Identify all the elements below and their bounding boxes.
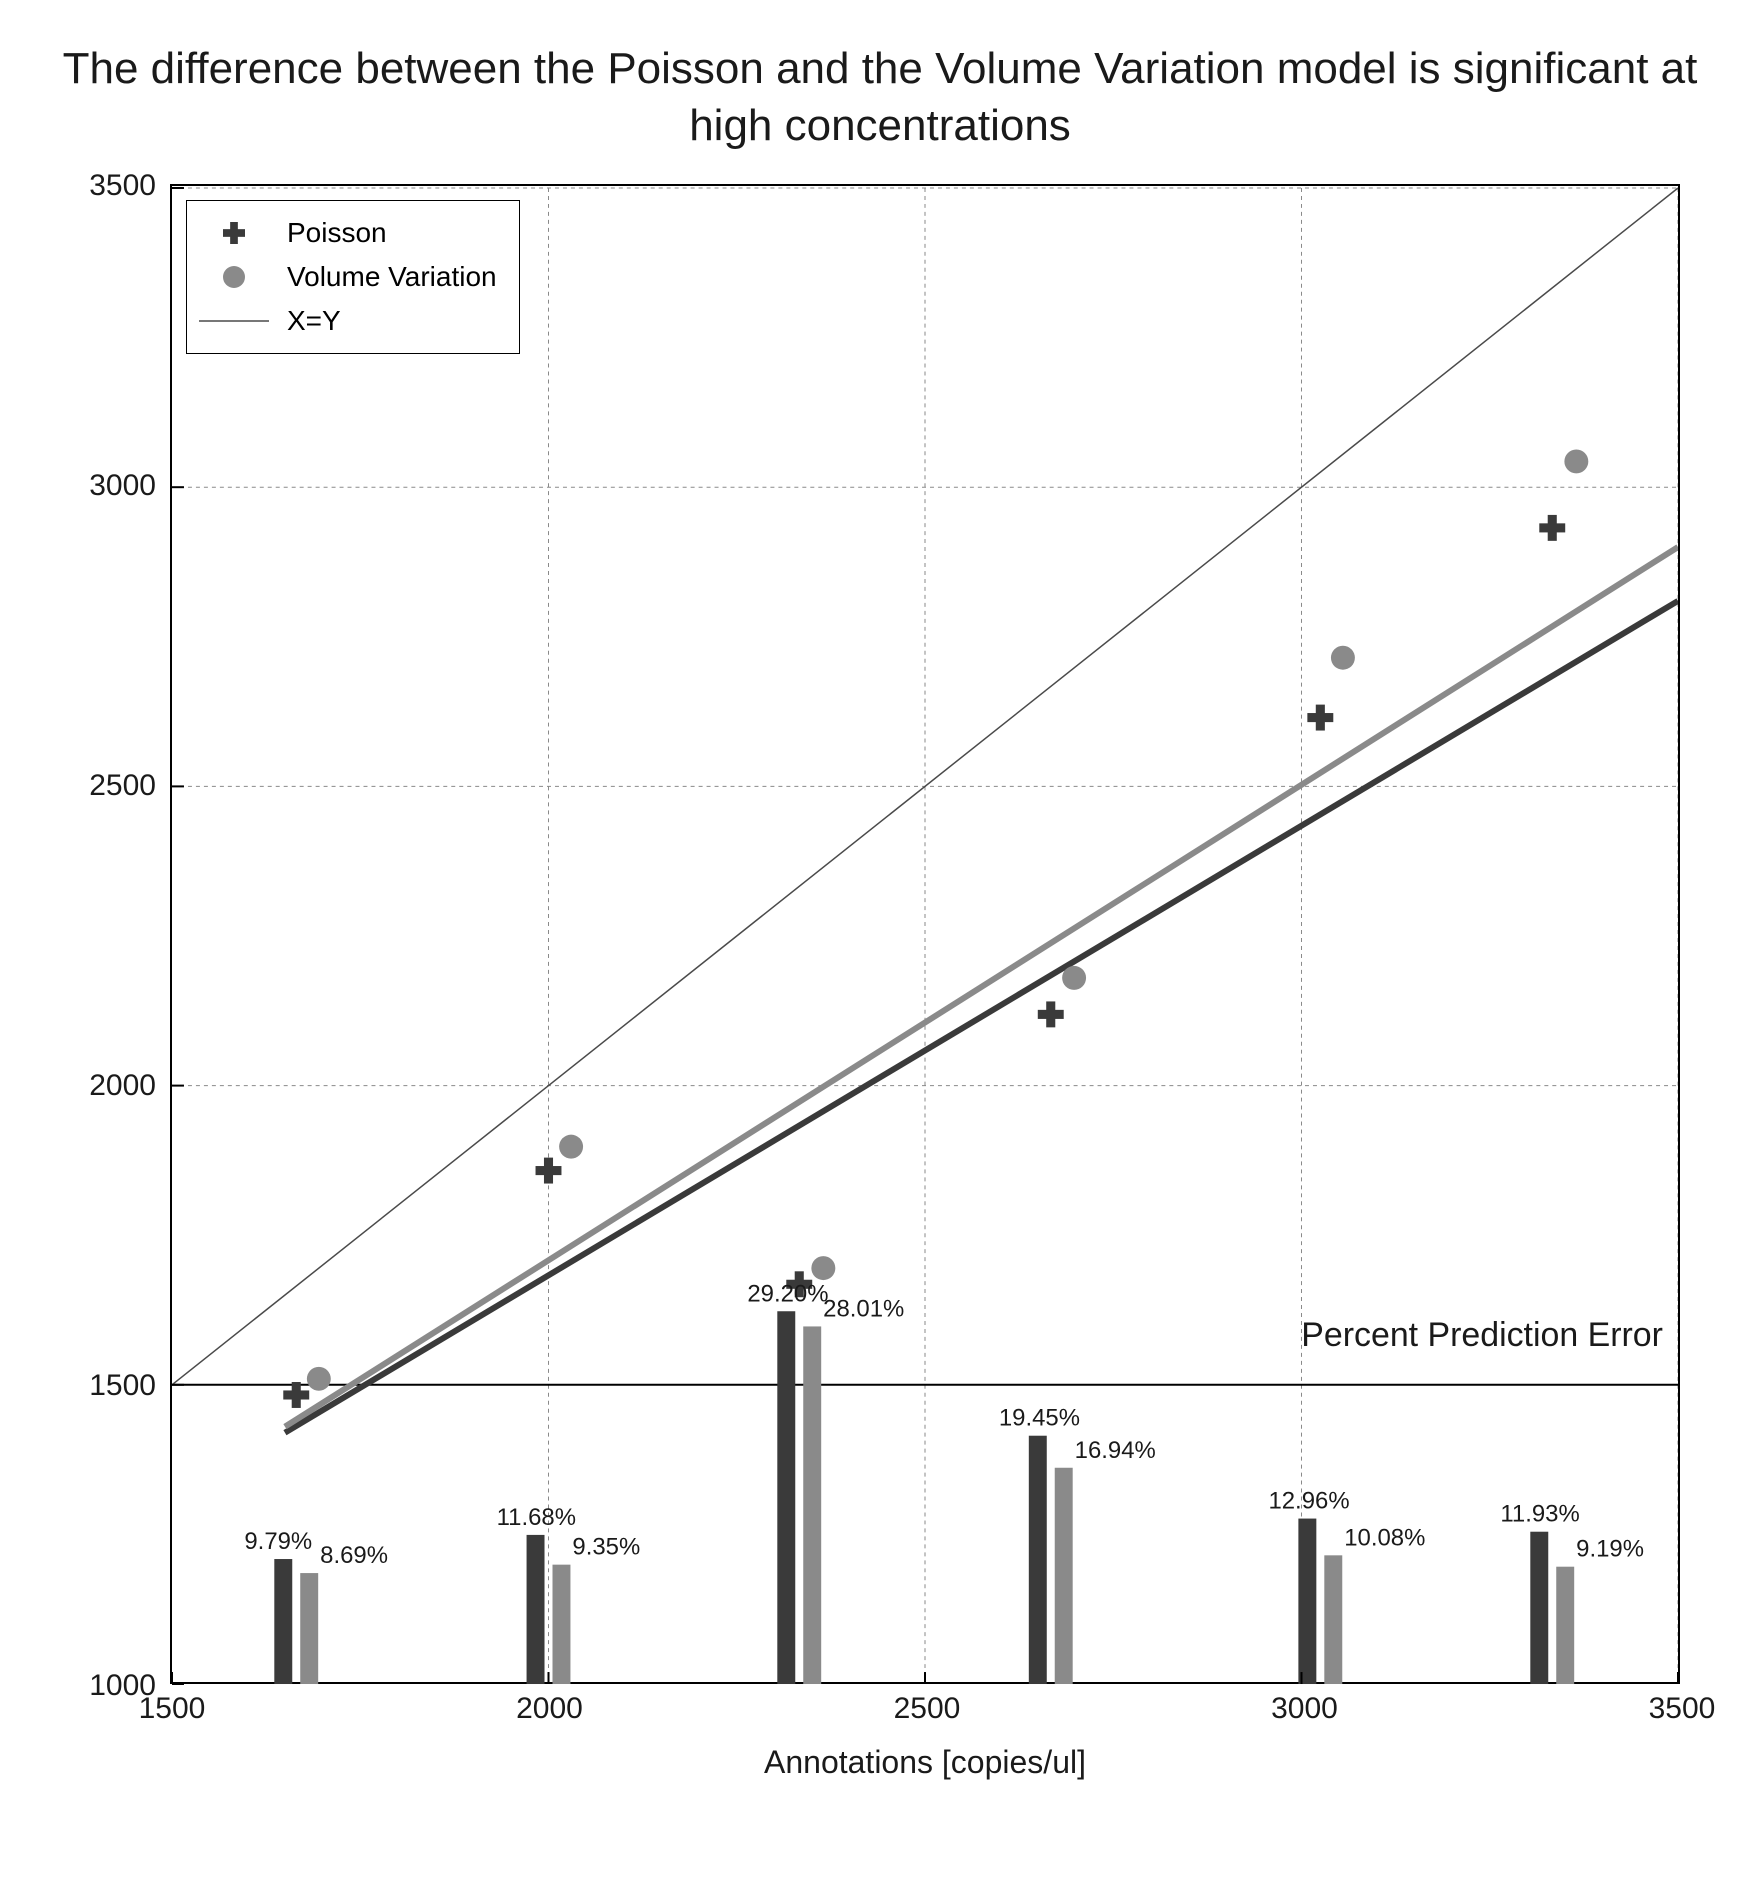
- plot-area: 9.79% 8.69% 11.68% 9.35% 29.20%28.01% 19.45% 1…: [170, 184, 1680, 1684]
- svg-text:8.69%: 8.69%: [320, 1542, 388, 1569]
- chart-container: The difference between the Poisson and t…: [40, 40, 1720, 1781]
- legend-swatch-poisson: [199, 219, 269, 247]
- x-tick-label: 2000: [516, 1692, 583, 1726]
- y-tick-label: 3500: [89, 169, 156, 203]
- y-tick-label: 1000: [89, 1669, 156, 1703]
- svg-text:9.79%: 9.79%: [244, 1528, 312, 1555]
- legend-item-identity: X=Y: [199, 299, 497, 343]
- svg-text:Percent Prediction Error: Percent Prediction Error: [1301, 1316, 1663, 1354]
- legend-item-poisson: Poisson: [199, 211, 497, 255]
- legend-label-volvar: Volume Variation: [287, 261, 497, 293]
- legend-label-identity: X=Y: [287, 305, 341, 337]
- svg-text:28.01%: 28.01%: [823, 1296, 904, 1323]
- y-tick-label: 1500: [89, 1369, 156, 1403]
- y-tick-label: 2500: [89, 769, 156, 803]
- x-tick-label: 2500: [894, 1692, 961, 1726]
- svg-text:11.93%: 11.93%: [1500, 1501, 1579, 1528]
- svg-text:9.19%: 9.19%: [1576, 1536, 1644, 1563]
- svg-text:29.20%: 29.20%: [747, 1281, 828, 1308]
- plot-wrap: Quantification Results [copies/ul] 9.79%…: [170, 184, 1680, 1781]
- chart-title: The difference between the Poisson and t…: [40, 40, 1720, 154]
- legend: Poisson Volume Variation X=Y: [186, 200, 520, 354]
- plot-svg: 9.79% 8.69% 11.68% 9.35% 29.20%28.01% 19.45% 1…: [172, 186, 1678, 1686]
- y-tick-label: 3000: [89, 469, 156, 503]
- x-axis-label: Annotations [copies/ul]: [170, 1744, 1680, 1781]
- x-tick-label: 3500: [1649, 1692, 1716, 1726]
- svg-text:9.35%: 9.35%: [572, 1534, 640, 1561]
- legend-label-poisson: Poisson: [287, 217, 387, 249]
- svg-text:19.45%: 19.45%: [999, 1405, 1080, 1432]
- y-tick-label: 2000: [89, 1069, 156, 1103]
- svg-text:16.94%: 16.94%: [1075, 1437, 1156, 1464]
- svg-text:11.68%: 11.68%: [497, 1504, 576, 1531]
- svg-text:12.96%: 12.96%: [1268, 1488, 1349, 1515]
- svg-text:10.08%: 10.08%: [1344, 1525, 1425, 1552]
- legend-swatch-identity: [199, 317, 269, 325]
- legend-swatch-volvar: [199, 263, 269, 291]
- legend-item-volvar: Volume Variation: [199, 255, 497, 299]
- x-tick-label: 3000: [1271, 1692, 1338, 1726]
